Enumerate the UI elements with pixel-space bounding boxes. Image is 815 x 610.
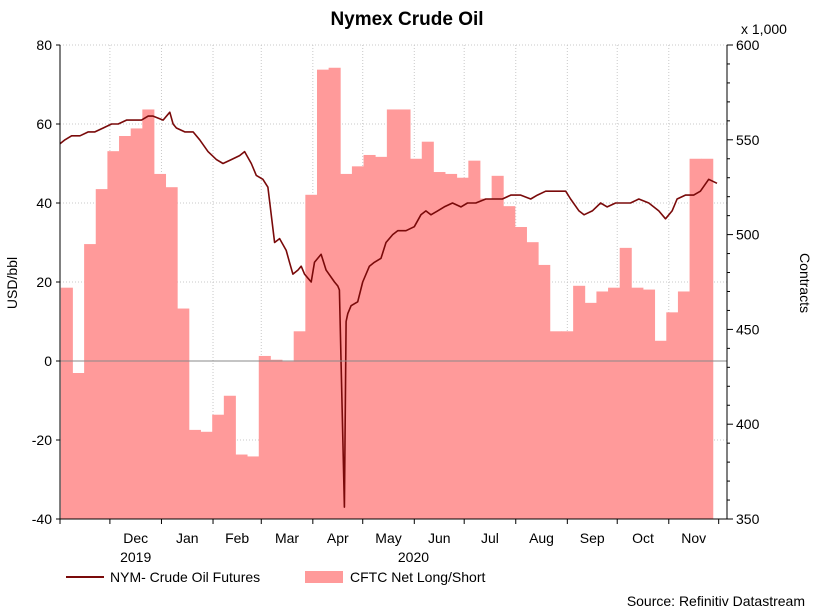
- x-month-label: Oct: [632, 530, 654, 546]
- x-year-label: 2019: [120, 549, 151, 565]
- bar: [119, 136, 132, 519]
- right-tick-label: 600: [736, 37, 760, 53]
- bar: [200, 431, 213, 519]
- legend-bar-label: CFTC Net Long/Short: [350, 569, 485, 585]
- bar: [514, 227, 527, 520]
- bar: [375, 156, 388, 519]
- bar: [60, 287, 73, 519]
- right-tick-label: 550: [736, 132, 760, 148]
- bar: [573, 285, 586, 519]
- bar: [130, 128, 143, 519]
- bar-series: [60, 67, 714, 520]
- legend-line-label: NYM- Crude Oil Futures: [110, 569, 260, 585]
- bar: [654, 340, 667, 519]
- bar: [316, 69, 330, 519]
- bar: [701, 158, 714, 519]
- bar: [177, 308, 190, 519]
- bar: [538, 264, 551, 519]
- left-tick-label: 80: [36, 37, 52, 53]
- x-month-label: Feb: [225, 530, 249, 546]
- left-tick-label: 60: [36, 116, 52, 132]
- right-tick-label: 400: [736, 416, 760, 432]
- x-month-label: Nov: [681, 530, 706, 546]
- bar: [666, 312, 679, 519]
- bar: [282, 361, 295, 519]
- bar: [491, 175, 504, 519]
- bar: [351, 166, 364, 519]
- bar: [247, 456, 260, 519]
- left-tick-label: 0: [44, 353, 52, 369]
- x-month-label: Dec: [123, 530, 148, 546]
- bar: [153, 173, 167, 520]
- right-tick-label: 350: [736, 511, 760, 527]
- bar: [549, 331, 562, 519]
- bar: [328, 67, 341, 519]
- bar: [677, 291, 690, 519]
- x-month-label: Apr: [327, 530, 349, 546]
- bar: [142, 109, 155, 520]
- x-month-label: Aug: [529, 530, 554, 546]
- bar: [619, 247, 632, 519]
- bar: [305, 194, 318, 519]
- bar: [584, 302, 597, 519]
- bar: [410, 158, 423, 519]
- x-year-label: 2020: [398, 549, 429, 565]
- bar: [526, 242, 539, 519]
- legend-bar-swatch: [305, 571, 343, 583]
- bar: [258, 355, 271, 519]
- bar: [561, 331, 574, 519]
- bar: [107, 151, 120, 519]
- bar: [72, 373, 85, 519]
- bar: [433, 172, 446, 520]
- left-tick-label: 20: [36, 274, 52, 290]
- bar: [363, 154, 376, 519]
- x-month-label: May: [375, 530, 401, 546]
- line-series: [59, 111, 718, 508]
- bar: [223, 395, 236, 519]
- bar: [235, 454, 248, 519]
- left-axis-label: USD/bbl: [4, 257, 20, 309]
- crude-oil-line: [59, 111, 718, 508]
- bar: [631, 287, 644, 519]
- bar: [421, 141, 434, 520]
- chart-title: Nymex Crude Oil: [330, 9, 483, 30]
- bar: [398, 109, 411, 520]
- bar: [270, 359, 283, 519]
- bar: [608, 287, 621, 519]
- bar: [293, 331, 306, 519]
- right-axis-label: Contracts: [797, 253, 813, 313]
- bar: [643, 289, 656, 519]
- left-tick-label: -40: [32, 511, 52, 527]
- right-axis-multiplier: x 1,000: [741, 21, 787, 37]
- bar: [596, 291, 609, 519]
- x-month-label: Sep: [580, 530, 605, 546]
- bar: [456, 177, 469, 519]
- left-tick-label: -20: [32, 432, 52, 448]
- bar: [84, 244, 97, 519]
- bar: [503, 206, 516, 519]
- axes: 80 60 40 20 0 -20 -40 600 550 500 450 400 350 Dec Jan F…: [32, 37, 760, 565]
- x-month-label: Jun: [428, 530, 451, 546]
- source-note: Source: Refinitiv Datastream: [627, 593, 805, 609]
- bar: [212, 414, 225, 519]
- bar: [95, 189, 108, 519]
- right-tick-label: 500: [736, 227, 760, 243]
- x-month-label: Mar: [275, 530, 299, 546]
- x-month-label: Jul: [481, 530, 499, 546]
- bar: [445, 173, 458, 520]
- bar: [188, 429, 201, 519]
- bar: [386, 109, 399, 520]
- bar: [479, 198, 493, 520]
- bar: [165, 187, 178, 519]
- x-month-label: Jan: [176, 530, 199, 546]
- bar: [689, 158, 702, 519]
- right-tick-label: 450: [736, 321, 760, 337]
- bar: [468, 160, 481, 519]
- left-tick-label: 40: [36, 195, 52, 211]
